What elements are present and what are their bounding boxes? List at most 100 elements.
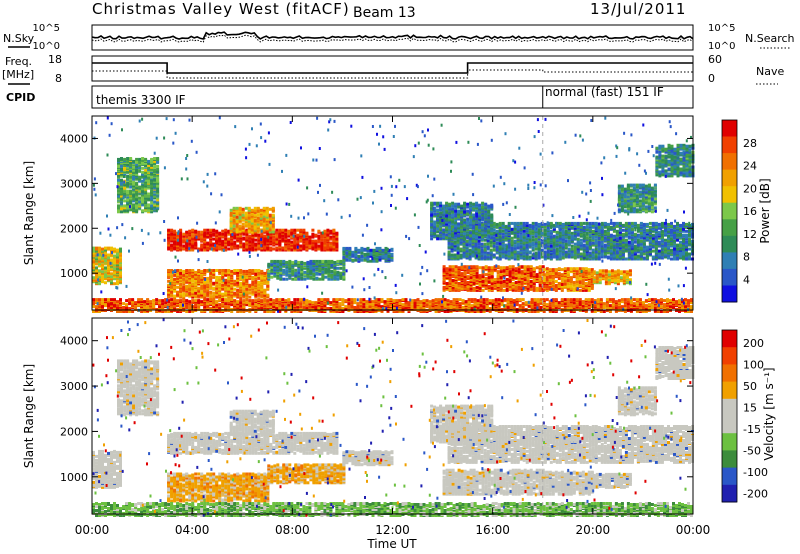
- echo-cell: [290, 301, 294, 305]
- echo-cell: [254, 242, 258, 246]
- echo-cell: [224, 278, 228, 282]
- echo-cell: [230, 295, 234, 299]
- echo-cell: [318, 267, 322, 271]
- echo-cell: [224, 280, 228, 284]
- echo-cell: [272, 235, 276, 239]
- echo-cell: [509, 304, 513, 308]
- echo-cell: [197, 230, 201, 234]
- echo-cell: [296, 237, 300, 241]
- echo-cell: [632, 302, 636, 306]
- echo-cell: [254, 238, 258, 242]
- echo-cell: [278, 302, 282, 306]
- echo-cell: [339, 266, 343, 270]
- echo-cell: [356, 302, 360, 306]
- echo-cell: [511, 276, 515, 280]
- echo-cell: [663, 303, 666, 307]
- nave-tick-0: 0: [708, 72, 715, 85]
- echo-cell: [182, 294, 186, 298]
- echo-cell: [107, 253, 110, 257]
- echo-cell: [150, 189, 154, 193]
- echo-cell: [197, 286, 201, 290]
- echo-cell: [587, 298, 591, 302]
- echo-cell: [266, 245, 270, 249]
- echo-cell: [265, 222, 269, 226]
- echo-cell: [200, 232, 204, 236]
- echo-cell: [230, 271, 234, 275]
- echo-cell: [293, 241, 297, 245]
- echo-cell: [176, 299, 180, 303]
- echo-cell: [238, 206, 242, 210]
- echo-cell: [104, 248, 107, 252]
- echo-cell: [329, 301, 333, 305]
- cpid-label: CPID: [6, 91, 35, 104]
- echo-cell: [120, 178, 123, 182]
- echo-cell: [335, 298, 339, 302]
- echo-cell: [239, 270, 243, 274]
- echo-cell: [248, 299, 252, 303]
- echo-cell: [206, 244, 210, 248]
- echo-cell: [342, 266, 346, 270]
- echo-cell: [236, 238, 240, 242]
- echo-cell: [120, 202, 123, 206]
- echo-cell: [305, 240, 309, 244]
- echo-cell: [235, 211, 239, 215]
- echo-cell: [315, 259, 319, 263]
- echo-cell: [212, 232, 216, 236]
- echo-cell: [487, 284, 491, 288]
- echo-cell: [227, 276, 231, 280]
- echo-cell: [221, 274, 225, 278]
- echo-cell: [119, 259, 122, 263]
- echo-cell: [466, 275, 470, 279]
- echo-cell: [401, 298, 405, 302]
- echo-cell: [179, 228, 183, 232]
- echo-cell: [120, 188, 123, 192]
- echo-cell: [548, 304, 552, 308]
- echo-cell: [215, 246, 219, 250]
- echo-cell: [269, 246, 273, 250]
- echo-cell: [206, 290, 210, 294]
- echo-cell: [218, 236, 222, 240]
- echo-cell: [113, 254, 116, 258]
- echo-cell: [230, 298, 234, 302]
- echo-cell: [383, 300, 387, 304]
- echo-cell: [182, 236, 186, 240]
- echo-cell: [138, 165, 142, 169]
- echo-cell: [138, 169, 142, 173]
- echo-cell: [287, 298, 291, 302]
- echo-cell: [132, 199, 136, 203]
- echo-cell: [326, 228, 330, 232]
- echo-cell: [117, 206, 120, 210]
- echo-cell: [215, 232, 219, 236]
- echo-cell: [287, 229, 291, 233]
- echo-cell: [302, 228, 306, 232]
- echo-cell: [141, 166, 145, 170]
- echo-cell: [153, 177, 157, 181]
- echo-cell: [247, 216, 251, 220]
- echo-cell: [101, 270, 104, 274]
- echo-cell: [185, 272, 189, 276]
- echo-cell: [179, 291, 183, 295]
- echo-cell: [300, 260, 304, 264]
- echo-cell: [132, 197, 136, 201]
- echo-cell: [167, 247, 171, 251]
- date-label: 13/Jul/2011: [590, 0, 686, 18]
- echo-cell: [299, 302, 303, 306]
- echo-cell: [442, 265, 446, 269]
- echo-cell: [156, 167, 160, 171]
- echo-cell: [260, 231, 264, 235]
- echo-cell: [251, 240, 255, 244]
- echo-cell: [218, 269, 222, 272]
- echo-cell: [173, 234, 177, 238]
- echo-cell: [179, 303, 183, 307]
- echo-cell: [263, 242, 267, 246]
- echo-cell: [120, 191, 123, 195]
- echo-cell: [203, 239, 207, 243]
- echo-cell: [123, 209, 127, 213]
- echo-cell: [104, 277, 107, 281]
- echo-cell: [532, 273, 536, 277]
- echo-cell: [182, 279, 186, 283]
- echo-cell: [104, 266, 107, 270]
- echo-cell: [641, 301, 645, 305]
- echo-cell: [575, 298, 579, 302]
- echo-cell: [472, 282, 476, 285]
